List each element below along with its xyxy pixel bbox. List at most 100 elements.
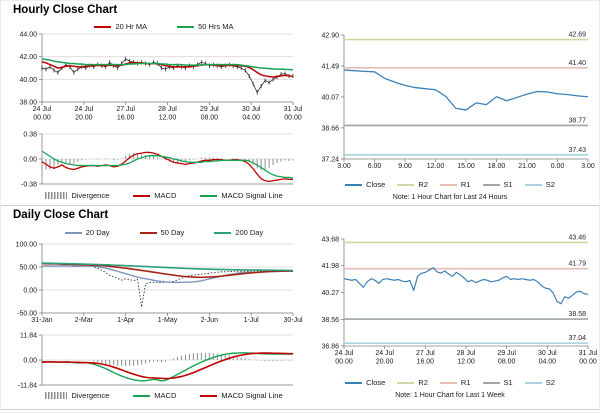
x-tick-label: 00.00: [579, 359, 597, 366]
line-swatch: [524, 381, 542, 384]
weekly-pivot-note: Note: 1 Hour Chart for Last 1 Week: [395, 392, 505, 399]
x-tick-label: 27 Jul: [116, 106, 135, 113]
level-label-s1: 38.77: [568, 117, 586, 124]
x-tick-label: 24 Jul: [33, 106, 52, 113]
line-swatch: [439, 183, 457, 186]
x-tick-label: 00.00: [284, 115, 302, 122]
x-tick-label: 1-Jul: [244, 317, 260, 324]
legend-item-close: Close: [345, 180, 385, 189]
legend-label: MACD: [154, 191, 177, 200]
divergence-bars-swatch: [45, 192, 68, 199]
legend-label: R1: [460, 180, 471, 189]
legend-item-r1: R1: [439, 378, 471, 387]
x-tick-label: 0.00: [551, 163, 565, 170]
y-tick-label: 41.49: [321, 63, 339, 70]
y-tick-label: 0.00: [23, 358, 37, 365]
legend-label: Close: [366, 378, 386, 387]
line-swatch: [482, 183, 500, 186]
x-tick-label: 2-Jun: [201, 317, 219, 324]
daily-price-legend: 20 Day 50 Day 200 Day: [37, 228, 291, 237]
legend-label: MACD Signal Line: [221, 191, 283, 200]
level-label-s1: 38.58: [568, 311, 586, 318]
x-tick-label: 04.00: [539, 359, 557, 366]
hourly-pivot-legend: Close R2 R1 S1 S2: [304, 180, 596, 189]
line-swatch: [439, 381, 457, 384]
y-tick-label: 100.00: [16, 242, 38, 249]
section-divider: [1, 205, 599, 206]
divergence-bars-swatch: [45, 392, 68, 399]
legend-item-s2: S2: [524, 180, 555, 189]
y-tick-label: -11.84: [18, 383, 37, 390]
hourly-macd-chart: 0.38 0.00 -0.38: [21, 132, 294, 189]
x-tick-label: 00.00: [33, 115, 51, 122]
x-tick-label: 08.00: [201, 115, 219, 122]
x-tick-label: 24 Jul: [335, 350, 354, 357]
series-macd: [41, 151, 293, 183]
x-tick-label: 08.00: [498, 359, 516, 366]
series-50-hrs-ma: [41, 58, 294, 71]
hourly-price-legend: 20 Hr MA 50 Hrs MA: [37, 22, 291, 31]
series-close: [343, 267, 589, 305]
x-tick-label: 28 Jul: [158, 106, 177, 113]
y-tick-label: 50.00: [19, 265, 37, 272]
x-tick-label: 15.00: [457, 163, 475, 170]
line-swatch: [177, 25, 195, 28]
level-label-r2: 42.69: [568, 32, 586, 39]
y-tick-label: 41.98: [321, 263, 339, 270]
x-tick-label: 31 Jul: [579, 350, 598, 357]
line-swatch: [214, 231, 232, 234]
x-tick-label: 30 Jul: [538, 350, 557, 357]
legend-label: R2: [418, 180, 428, 189]
legend-label: Close: [366, 180, 386, 189]
y-tick-label: 44.00: [19, 32, 37, 39]
legend-item-r2: R2: [397, 378, 428, 387]
legend-label: S1: [503, 180, 513, 189]
y-tick-label: 0.00: [23, 288, 37, 295]
y-tick-label: 11.84: [20, 333, 37, 340]
legend-item-s1: S1: [482, 378, 513, 387]
y-tick-label: 42.00: [19, 54, 37, 61]
legend-item-20-day: 20 Day: [64, 228, 110, 237]
daily-macd-legend: Divergence MACD MACD Signal Line: [37, 391, 291, 400]
daily-macd-chart: 11.84 0.00 -11.84: [18, 333, 294, 390]
legend-item-50-hrs-ma: 50 Hrs MA: [177, 22, 234, 31]
legend-item-divergence: Divergence: [45, 191, 109, 200]
x-tick-label: 29 Jul: [497, 350, 516, 357]
hourly-macd-legend: Divergence MACD MACD Signal Line: [37, 191, 291, 200]
x-tick-label: 12.00: [159, 115, 177, 122]
x-tick-label: 04.00: [242, 115, 260, 122]
series-macd-signal-line: [42, 352, 293, 380]
line-swatch: [345, 381, 363, 384]
line-swatch: [200, 194, 218, 197]
legend-item-macd-signal-line: MACD Signal Line: [200, 191, 283, 200]
x-tick-label: 20.00: [376, 359, 394, 366]
level-label-s2: 37.43: [568, 147, 586, 154]
legend-item-20-hr-ma: 20 Hr MA: [94, 22, 147, 31]
series-close: [343, 69, 589, 111]
y-tick-label: 38.56: [321, 317, 339, 324]
x-tick-label: 3.00: [337, 163, 351, 170]
x-tick-label: 12.00: [427, 163, 445, 170]
y-tick-label: 40.00: [19, 77, 37, 84]
y-tick-label: -50.00: [17, 311, 37, 318]
legend-label: Divergence: [71, 191, 110, 200]
x-tick-label: 24 Jul: [74, 106, 93, 113]
legend-label: 50 Day: [160, 228, 185, 237]
x-tick-label: 16.00: [117, 115, 135, 122]
y-tick-label: 37.24: [321, 157, 339, 164]
x-tick-label: 12.00: [457, 359, 475, 366]
legend-label: 20 Hr MA: [115, 22, 148, 31]
level-label-r1: 41.40: [568, 60, 586, 67]
y-tick-label: 40.07: [321, 95, 339, 102]
legend-label: 200 Day: [235, 228, 264, 237]
legend-item-r1: R1: [439, 180, 471, 189]
legend-item-macd: MACD: [133, 191, 176, 200]
y-tick-label: 38.66: [321, 125, 339, 132]
y-tick-label: 0.00: [23, 157, 37, 164]
bottom-divider: [1, 409, 599, 410]
x-tick-label: 24 Jul: [375, 350, 394, 357]
line-swatch: [200, 394, 218, 397]
